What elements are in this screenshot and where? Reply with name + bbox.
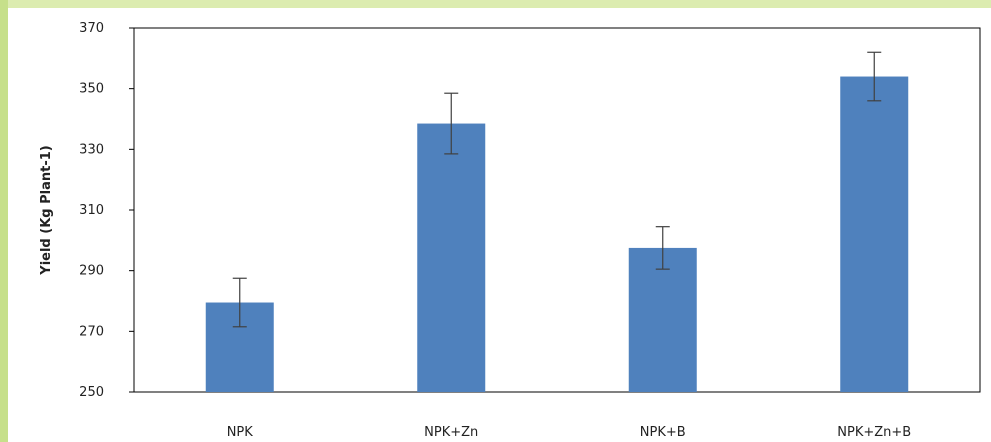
x-tick-label: NPK+B: [640, 425, 686, 440]
error-bars-group: [232, 51, 882, 328]
bar: [417, 123, 486, 393]
y-tick-label: 370: [79, 21, 104, 36]
y-axis-ticks: 250 270 290 310 330 350 370: [79, 21, 134, 400]
y-tick-label: 250: [79, 385, 104, 400]
bar: [840, 76, 909, 393]
x-tick-label: NPK+Zn+B: [837, 425, 911, 440]
x-tick-label: NPK: [227, 425, 254, 440]
x-axis-ticks: NPK NPK+Zn NPK+B NPK+Zn+B: [227, 425, 912, 440]
left-decorative-strip: [0, 0, 8, 442]
y-axis-title: Yield (Kg Plant-1): [39, 145, 54, 275]
y-tick-label: 290: [79, 264, 104, 279]
chart-area: [8, 8, 991, 442]
y-tick-label: 330: [79, 142, 104, 157]
bar: [628, 247, 697, 392]
x-tick-label: NPK+Zn: [424, 425, 478, 440]
y-tick-label: 350: [79, 82, 104, 97]
top-decorative-strip: [0, 0, 991, 8]
y-tick-label: 270: [79, 324, 104, 339]
y-tick-label: 310: [79, 203, 104, 218]
bars-group: [205, 76, 909, 393]
